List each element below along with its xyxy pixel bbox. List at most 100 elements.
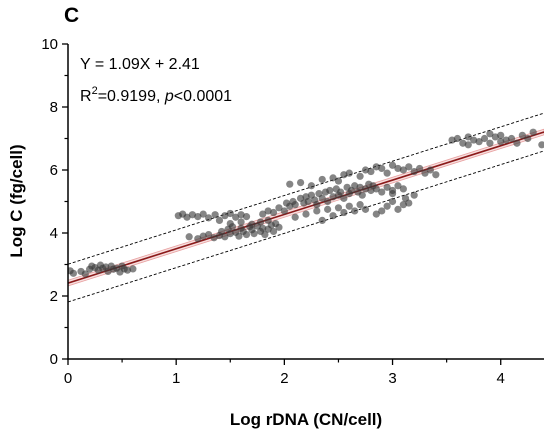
data-point <box>242 230 251 239</box>
data-point <box>183 213 191 221</box>
data-point <box>502 136 510 144</box>
data-point <box>104 267 112 276</box>
data-point <box>475 138 483 146</box>
data-point <box>194 235 202 243</box>
y-tick-label: 10 <box>41 36 58 53</box>
data-point <box>250 230 258 238</box>
data-point <box>405 199 413 207</box>
r2-superscript: 2 <box>92 85 98 97</box>
data-point <box>394 182 402 190</box>
y-tick-label: 8 <box>50 99 58 116</box>
panel-label: C <box>64 4 79 27</box>
data-point <box>507 134 516 143</box>
y-tick-label: 6 <box>50 162 58 179</box>
data-points <box>68 128 544 278</box>
data-point <box>378 188 386 196</box>
data-point <box>221 212 229 220</box>
data-point <box>259 210 267 218</box>
data-point <box>226 219 234 228</box>
data-point <box>221 233 229 241</box>
data-point <box>399 201 407 209</box>
data-point <box>313 207 321 215</box>
data-point <box>524 134 532 143</box>
data-point <box>356 183 364 191</box>
data-point <box>302 210 310 218</box>
data-point <box>378 164 386 173</box>
data-point <box>538 141 544 149</box>
y-tick-label: 0 <box>50 351 58 368</box>
data-point <box>340 194 348 202</box>
x-tick-label: 4 <box>497 370 505 387</box>
data-point <box>264 216 272 224</box>
data-point <box>372 163 380 171</box>
y-tick-label: 2 <box>50 288 58 305</box>
data-point <box>291 213 299 221</box>
data-point <box>491 133 499 141</box>
data-point <box>264 207 272 215</box>
p-value: <0.0001 <box>174 88 232 105</box>
data-point <box>329 193 337 201</box>
data-point <box>486 130 494 138</box>
p-symbol: p <box>164 88 174 105</box>
data-point <box>326 186 334 195</box>
data-point <box>324 205 332 213</box>
data-point <box>215 216 224 224</box>
data-point <box>372 210 380 218</box>
x-tick-label: 0 <box>64 370 72 387</box>
data-point <box>226 230 234 238</box>
data-point <box>211 211 219 219</box>
data-point <box>459 139 467 147</box>
data-point <box>383 183 391 191</box>
data-point <box>399 166 407 174</box>
data-point <box>497 138 505 146</box>
data-point <box>194 213 202 221</box>
data-point <box>410 191 418 199</box>
data-point <box>388 161 397 169</box>
data-point <box>486 139 494 147</box>
data-point <box>129 265 137 273</box>
data-point <box>453 134 462 143</box>
data-point <box>356 172 364 180</box>
data-point <box>205 230 213 239</box>
data-point <box>388 190 397 198</box>
data-point <box>464 133 472 141</box>
r-squared-annotation: R2=0.9199, p<0.0001 <box>80 85 232 105</box>
data-point <box>383 169 391 177</box>
data-point <box>334 177 343 185</box>
data-point <box>361 166 370 174</box>
data-point <box>470 136 478 144</box>
data-point <box>242 213 251 221</box>
data-point <box>399 185 407 193</box>
data-point <box>269 227 278 236</box>
data-point <box>205 214 213 222</box>
data-point <box>340 171 348 179</box>
data-point <box>226 209 234 218</box>
data-point <box>334 204 343 212</box>
data-point <box>318 175 326 184</box>
y-tick-label: 4 <box>50 225 58 242</box>
data-point <box>367 167 375 176</box>
data-point <box>237 218 245 226</box>
data-point <box>237 211 245 219</box>
data-point <box>324 197 332 206</box>
data-point <box>388 197 397 206</box>
data-point <box>210 234 218 242</box>
data-point <box>307 182 316 190</box>
data-point <box>426 166 435 174</box>
data-point <box>421 169 429 177</box>
data-point <box>497 131 505 139</box>
r2-value: =0.9199, <box>98 88 165 105</box>
data-point <box>218 227 226 236</box>
data-point <box>410 167 418 176</box>
regression-layer <box>68 112 544 303</box>
regression-equation: Y = 1.09X + 2.41 <box>80 56 200 73</box>
data-point <box>529 128 537 136</box>
data-point <box>235 232 243 240</box>
upper-prediction-line <box>68 112 544 265</box>
data-point <box>383 202 391 210</box>
data-point <box>432 171 440 179</box>
regression-line <box>68 131 544 284</box>
x-tick-label: 3 <box>388 370 396 387</box>
data-point <box>269 208 278 217</box>
data-point <box>81 270 89 278</box>
